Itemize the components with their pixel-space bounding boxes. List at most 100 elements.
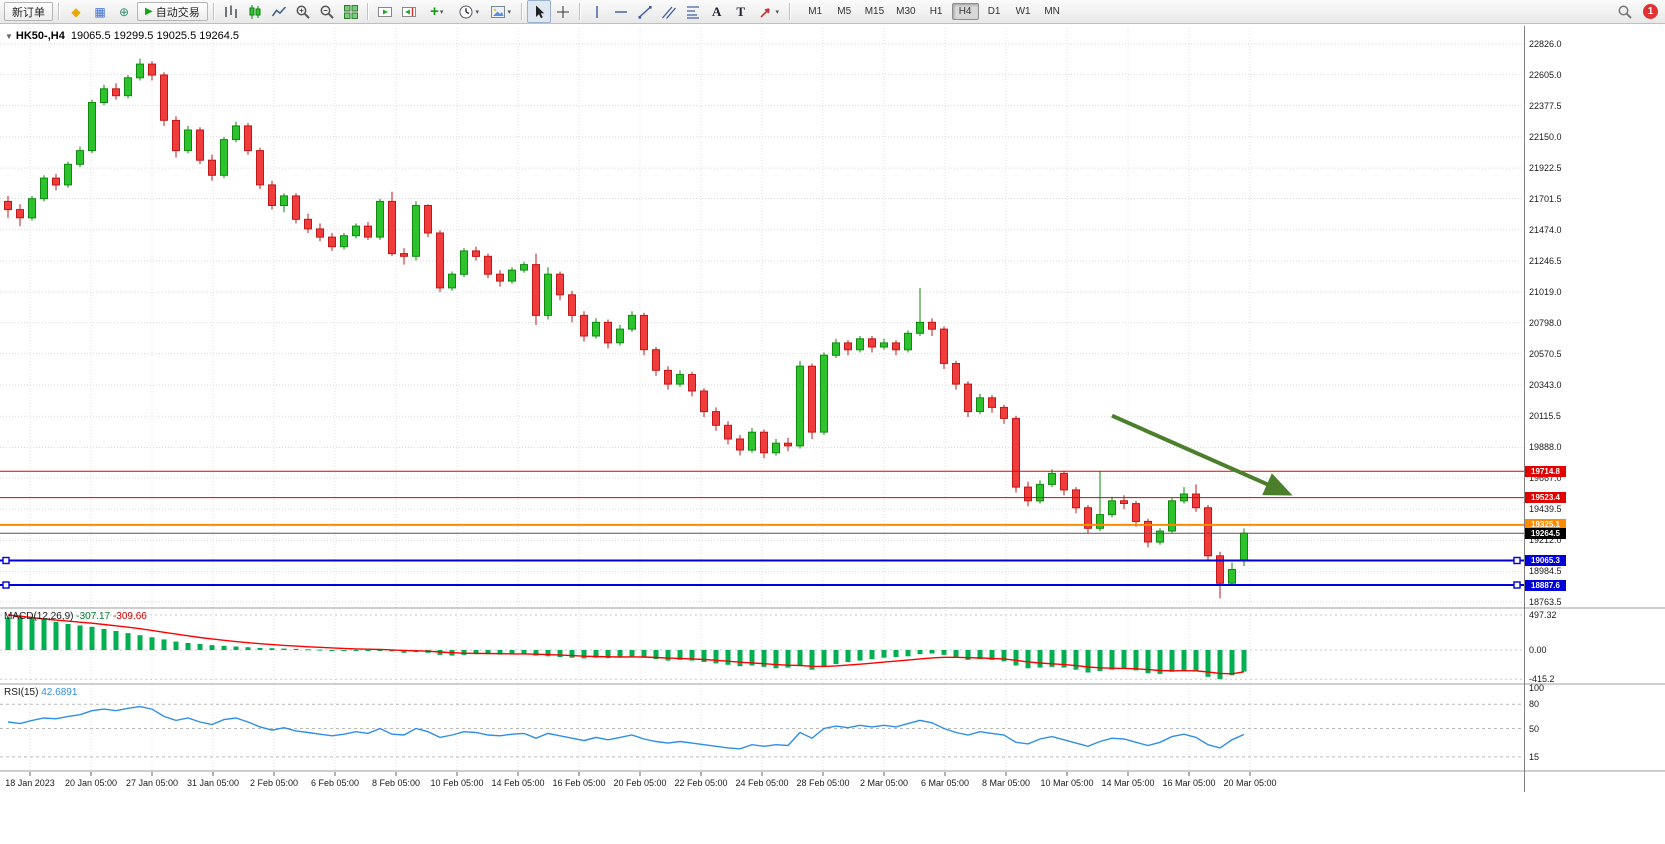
chevron-down-icon: ▾ — [475, 8, 479, 16]
hline-price-badge[interactable]: 19065.3 — [1525, 555, 1566, 566]
candlestick-chart-icon — [247, 4, 263, 20]
hline-price-badge[interactable]: 19714.8 — [1525, 465, 1566, 477]
horizontal-line-icon — [613, 4, 629, 20]
toolbar: 新订单 ◆ ▦ ⊕ ▶ 自动交易 — [0, 0, 1665, 24]
search-icon — [1617, 4, 1633, 20]
macd-value: -307.17 — [76, 611, 111, 622]
equidistant-channel-tool-button[interactable] — [657, 0, 681, 23]
auto-scroll-icon — [377, 4, 393, 20]
tile-windows-button[interactable] — [339, 0, 363, 23]
toolbar-separator — [578, 3, 581, 20]
chart-header: ▼ HK50-,H4 19065.5 19299.5 19025.5 19264.5 — [5, 30, 239, 42]
macd-name: MACD(12,26,9) — [4, 611, 74, 622]
chevron-down-icon: ▾ — [775, 8, 779, 16]
collapse-chart-icon[interactable]: ▼ — [5, 32, 13, 41]
hline-price-badge[interactable]: 19523.4 — [1525, 492, 1566, 504]
zoom-in-button[interactable] — [291, 0, 315, 23]
toolbar-separator — [520, 3, 523, 20]
vertical-line-icon — [589, 4, 605, 20]
cursor-tool-button[interactable] — [526, 0, 551, 23]
timeframe-button-w1[interactable]: W1 — [1015, 6, 1031, 17]
timeframe-group: M1 M5 M15 M30 H1 H4 D1 W1 MN — [801, 3, 1067, 20]
cursor-icon — [531, 4, 547, 20]
label-tool-icon: T — [736, 3, 746, 19]
clock-icon — [458, 4, 474, 20]
vertical-line-tool-button[interactable] — [585, 0, 609, 23]
toolbar-separator — [366, 3, 369, 20]
data-window-button[interactable]: ▦ — [88, 0, 112, 23]
text-tool-button[interactable]: A — [705, 0, 729, 23]
timeframe-button-d1[interactable]: D1 — [987, 6, 1001, 17]
ohlc-values: 19065.5 19299.5 19025.5 19264.5 — [70, 30, 240, 42]
add-indicator-icon: + — [430, 3, 439, 20]
macd-indicator-label: MACD(12,26,9) -307.17 -309.66 — [4, 611, 147, 622]
current-price-badge[interactable]: 19264.5 — [1525, 527, 1566, 539]
timeframe-button-m30[interactable]: M30 — [896, 6, 916, 17]
toolbar-separator — [58, 3, 60, 20]
auto-scroll-button[interactable] — [373, 0, 397, 23]
line-chart-icon — [271, 4, 287, 20]
rsi-name: RSI(15) — [4, 687, 39, 698]
timeframe-button-m1[interactable]: M1 — [808, 6, 823, 17]
bar-chart-icon — [223, 4, 239, 20]
text-tool-icon: A — [712, 3, 722, 19]
template-button[interactable]: ▾ — [485, 0, 517, 23]
timeframe-button-h1[interactable]: H1 — [929, 6, 943, 17]
timeframe-button-m5[interactable]: M5 — [837, 6, 852, 17]
data-window-icon: ▦ — [94, 4, 106, 19]
navigator-globe-icon: ⊕ — [118, 4, 130, 19]
chevron-down-icon: ▾ — [439, 8, 444, 16]
hline-price-badge[interactable]: 18887.6 — [1525, 579, 1566, 591]
macd-signal-value: -309.66 — [112, 611, 147, 622]
search-button[interactable] — [1613, 0, 1637, 23]
pane-resize-handle-macd[interactable] — [0, 605, 1524, 612]
toolbar-separator — [788, 3, 791, 20]
market-watch-icon: ◆ — [71, 4, 81, 19]
arrow-object-icon — [758, 4, 774, 20]
horizontal-line-tool-button[interactable] — [609, 0, 633, 23]
chart-plot-area[interactable] — [0, 26, 1524, 771]
add-indicator-button[interactable]: + ▾ — [421, 0, 453, 23]
auto-trading-label: 自动交易 — [155, 6, 200, 19]
fibonacci-icon — [685, 4, 701, 20]
trendline-icon — [637, 4, 653, 20]
bar-chart-button[interactable] — [219, 0, 243, 23]
price-axis[interactable] — [1524, 26, 1665, 771]
chevron-down-icon: ▾ — [507, 8, 511, 16]
pane-resize-handle-rsi[interactable] — [0, 681, 1524, 688]
tile-windows-icon — [343, 4, 359, 20]
timeframe-button-h4[interactable]: H4 — [951, 3, 979, 20]
hline-price-badge[interactable]: 19325.1 — [1525, 519, 1566, 531]
timeframe-button-m15[interactable]: M15 — [864, 6, 885, 17]
crosshair-tool-button[interactable] — [551, 0, 575, 23]
toolbar-separator — [212, 3, 215, 20]
rsi-indicator-label: RSI(15) 42.6891 — [4, 687, 77, 698]
label-tool-button[interactable]: T — [729, 0, 753, 23]
chart-shift-icon — [401, 4, 417, 20]
navigator-button[interactable]: ⊕ — [112, 0, 136, 23]
template-picture-icon — [490, 4, 506, 20]
timeframes-menu-button[interactable]: ▾ — [453, 0, 485, 23]
symbol-period-label: HK50-,H4 — [15, 30, 65, 42]
notification-badge[interactable]: 1 — [1643, 4, 1658, 19]
rsi-value: 42.6891 — [41, 687, 78, 698]
auto-trading-button[interactable]: ▶ 自动交易 — [137, 2, 208, 21]
line-chart-button[interactable] — [267, 0, 291, 23]
fibonacci-tool-button[interactable] — [681, 0, 705, 23]
market-watch-button[interactable]: ◆ — [64, 0, 88, 23]
candlestick-chart-button[interactable] — [243, 0, 267, 23]
trendline-tool-button[interactable] — [633, 0, 657, 23]
timeframe-button-mn[interactable]: MN — [1044, 6, 1060, 17]
zoom-out-icon — [319, 4, 335, 20]
channel-icon — [661, 4, 677, 20]
new-order-button[interactable]: 新订单 — [4, 2, 53, 21]
zoom-out-button[interactable] — [315, 0, 339, 23]
crosshair-icon — [555, 4, 571, 20]
chart-shift-button[interactable] — [397, 0, 421, 23]
toolbar-right-group: 1 — [1613, 0, 1662, 23]
zoom-in-icon — [295, 4, 311, 20]
arrows-tool-button[interactable]: ▾ — [753, 0, 785, 23]
time-axis[interactable] — [0, 772, 1524, 792]
